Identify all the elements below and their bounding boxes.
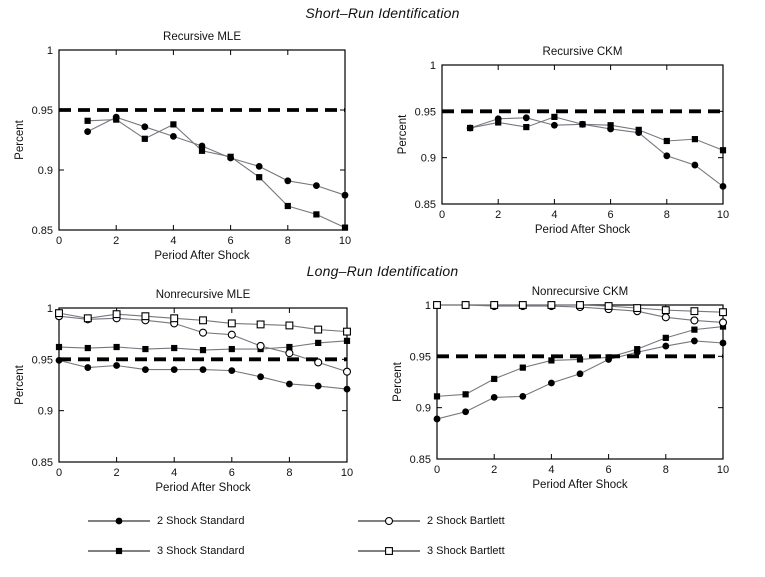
svg-text:0.95: 0.95	[410, 351, 431, 363]
svg-text:0: 0	[439, 209, 445, 221]
svg-text:2: 2	[495, 209, 501, 221]
legend-marker-circle-filled-icon	[88, 517, 150, 525]
svg-text:0.9: 0.9	[38, 165, 53, 177]
svg-text:10: 10	[717, 464, 729, 476]
svg-text:Period After Shock: Period After Shock	[154, 250, 249, 262]
svg-text:0.85: 0.85	[410, 454, 431, 466]
svg-text:2: 2	[113, 235, 119, 247]
svg-text:Nonrecursive CKM: Nonrecursive CKM	[532, 286, 629, 298]
svg-text:1: 1	[430, 60, 436, 72]
svg-text:0.85: 0.85	[415, 199, 436, 211]
svg-text:10: 10	[341, 467, 353, 479]
section-title-short-run: Short–Run Identification	[305, 5, 460, 21]
svg-text:0: 0	[56, 235, 62, 247]
svg-text:2: 2	[114, 467, 120, 479]
svg-text:Period After Shock: Period After Shock	[535, 224, 630, 236]
svg-text:Recursive CKM: Recursive CKM	[543, 46, 623, 58]
svg-text:0.85: 0.85	[32, 457, 53, 469]
legend-marker-square-filled-icon	[88, 547, 150, 555]
svg-text:Nonrecursive MLE: Nonrecursive MLE	[156, 289, 251, 301]
svg-text:2: 2	[491, 464, 497, 476]
svg-text:0.85: 0.85	[32, 225, 53, 237]
svg-text:0.9: 0.9	[416, 403, 431, 415]
svg-text:0.95: 0.95	[415, 106, 436, 118]
svg-text:6: 6	[229, 467, 235, 479]
svg-text:6: 6	[606, 464, 612, 476]
svg-text:1: 1	[47, 303, 53, 315]
svg-text:8: 8	[664, 209, 670, 221]
svg-text:0.9: 0.9	[38, 406, 53, 418]
svg-text:8: 8	[286, 467, 292, 479]
svg-text:10: 10	[339, 235, 351, 247]
svg-text:Percent: Percent	[392, 361, 404, 401]
svg-text:0.9: 0.9	[421, 153, 436, 165]
svg-text:Period After Shock: Period After Shock	[155, 482, 250, 494]
legend-item-2-shock-bartlett: 2 Shock Bartlett	[358, 514, 505, 528]
legend-label: 3 Shock Standard	[157, 545, 245, 557]
svg-text:0.95: 0.95	[32, 105, 53, 117]
svg-text:0.95: 0.95	[32, 354, 53, 366]
legend-label: 3 Shock Bartlett	[427, 545, 505, 557]
svg-text:8: 8	[663, 464, 669, 476]
svg-text:Percent: Percent	[14, 119, 26, 159]
section-title-long-run: Long–Run Identification	[306, 263, 459, 279]
svg-text:8: 8	[285, 235, 291, 247]
svg-text:0: 0	[56, 467, 62, 479]
svg-text:0: 0	[434, 464, 440, 476]
svg-text:4: 4	[551, 209, 557, 221]
svg-text:Percent: Percent	[14, 364, 26, 404]
svg-text:4: 4	[548, 464, 554, 476]
legend-item-3-shock-bartlett: 3 Shock Bartlett	[358, 544, 505, 558]
svg-text:1: 1	[47, 45, 53, 57]
legend-item-3-shock-standard: 3 Shock Standard	[88, 544, 244, 558]
svg-text:Period After Shock: Period After Shock	[532, 479, 627, 491]
legend-label: 2 Shock Standard	[157, 515, 245, 527]
svg-text:Percent: Percent	[397, 114, 409, 154]
svg-text:Recursive MLE: Recursive MLE	[163, 31, 241, 43]
legend-item-2-shock-standard: 2 Shock Standard	[88, 514, 244, 528]
svg-text:1: 1	[425, 300, 431, 312]
svg-text:10: 10	[717, 209, 729, 221]
legend-marker-circle-open-icon	[358, 516, 420, 526]
legend-label: 2 Shock Bartlett	[427, 515, 505, 527]
svg-text:4: 4	[170, 235, 176, 247]
svg-text:6: 6	[608, 209, 614, 221]
legend-marker-square-open-icon	[358, 547, 420, 555]
svg-text:6: 6	[228, 235, 234, 247]
svg-text:4: 4	[171, 467, 177, 479]
